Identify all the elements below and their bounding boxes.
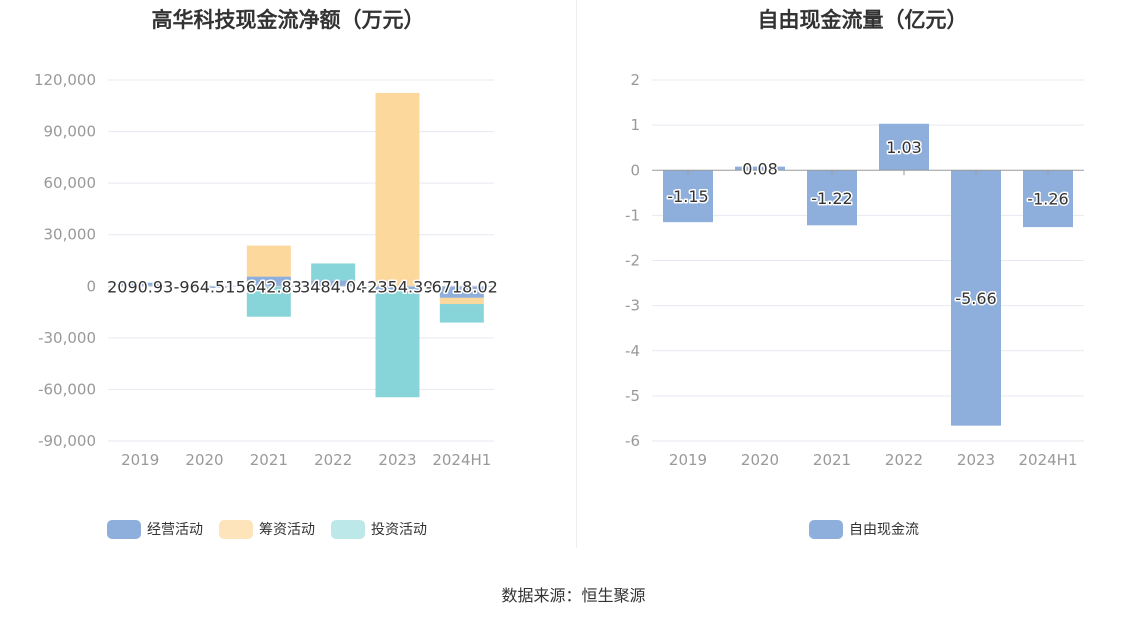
bar-经营活动-2024H1 [439,286,484,298]
data-label: -2354.39 [362,277,434,296]
y-tick-label: 0 [630,161,640,179]
legend-swatch [107,519,141,539]
x-tick-label: 2023 [957,451,995,469]
x-tick-label: 2024H1 [1019,451,1078,469]
data-label: -5.66 [955,289,996,308]
y-tick-label: -60,000 [38,380,96,398]
legend-label: 经营活动 [147,522,203,538]
y-tick-label: -90,000 [38,432,96,450]
bar-经营活动-2019 [118,282,163,287]
y-tick-label: 1 [630,116,640,134]
bar-筹资活动-2023 [375,92,420,287]
y-tick-label: -30,000 [38,329,96,347]
x-tick-label: 2019 [121,451,159,469]
y-tick-label: 2 [630,71,640,89]
right-chart-title: 自由现金流量（亿元） [757,8,968,32]
x-tick-label: 2021 [813,451,851,469]
bar-经营活动-2021 [246,276,291,287]
bar-筹资活动-2024H1 [439,297,484,305]
bar-自由现金流-2023 [951,170,1001,426]
panel-divider [576,0,577,548]
x-tick-label: 2021 [250,451,288,469]
right-chart-legend: 自由现金流 [809,518,919,540]
data-label: 5642.83 [236,277,302,296]
data-source-note: 数据来源：恒生聚源 [501,586,646,605]
x-tick-label: 2022 [885,451,923,469]
legend-label: 投资活动 [371,522,427,538]
y-tick-label: 30,000 [44,226,97,244]
bar-自由现金流-2020 [735,166,785,171]
data-label: 3484.04 [300,277,366,296]
x-tick-label: 2023 [378,451,416,469]
left-chart-legend: 经营活动 筹资活动 投资活动 [107,518,427,540]
y-tick-label: -3 [625,297,640,315]
x-tick-label: 2020 [185,451,223,469]
y-tick-label: -1 [625,206,640,224]
y-tick-label: -4 [625,342,640,360]
x-tick-label: 2019 [669,451,707,469]
y-tick-label: 0 [86,277,96,295]
x-tick-label: 2020 [741,451,779,469]
legend-label: 筹资活动 [259,522,315,538]
legend-swatch [331,519,365,539]
legend-item-free-cash-flow[interactable]: 自由现金流 [809,519,919,539]
legend-item-operating[interactable]: 经营活动 [107,519,203,539]
bar-自由现金流-2021 [807,170,857,226]
bar-经营活动-2022 [311,280,356,287]
x-tick-label: 2022 [314,451,352,469]
data-label: -964.51 [174,277,236,296]
x-tick-label: 2024H1 [432,451,491,469]
legend-label: 自由现金流 [849,522,919,538]
data-label: 0.08 [742,159,778,178]
y-tick-label: -6 [625,432,640,450]
y-tick-label: 120,000 [34,71,96,89]
bar-筹资活动-2021 [246,245,291,277]
legend-item-investing[interactable]: 投资活动 [331,519,427,539]
y-tick-label: 90,000 [44,123,97,141]
legend-item-financing[interactable]: 筹资活动 [219,519,315,539]
free-cash-flow-chart: 2 1 0 -1 -2 -3 -4 -5 -6 2019 2020 2021 2022 2023 2024H… [625,71,1084,469]
data-label: -1.15 [667,187,708,206]
left-chart-title: 高华科技现金流净额（万元） [151,8,425,32]
bar-投资活动-2021 [246,286,291,317]
legend-swatch [809,519,843,539]
y-tick-label: -5 [625,387,640,405]
data-label: -1.22 [811,189,852,208]
y-tick-label: -2 [625,252,640,270]
data-label: 2090.93 [107,277,173,296]
bar-投资活动-2024H1 [439,304,484,323]
data-label: 1.03 [886,138,922,157]
data-label: -6718.02 [426,277,498,296]
y-tick-label: 60,000 [44,174,97,192]
bar-投资活动-2023 [375,290,420,398]
bar-投资活动-2022 [311,263,356,281]
cash-flow-net-chart: 120,000 90,000 60,000 30,000 0 -30,000 -60,000… [34,71,499,469]
legend-swatch [219,519,253,539]
bar-自由现金流-2024H1 [1023,170,1073,228]
bar-自由现金流-2019 [663,170,713,223]
bar-自由现金流-2022 [879,123,929,171]
data-label: -1.26 [1027,190,1068,209]
